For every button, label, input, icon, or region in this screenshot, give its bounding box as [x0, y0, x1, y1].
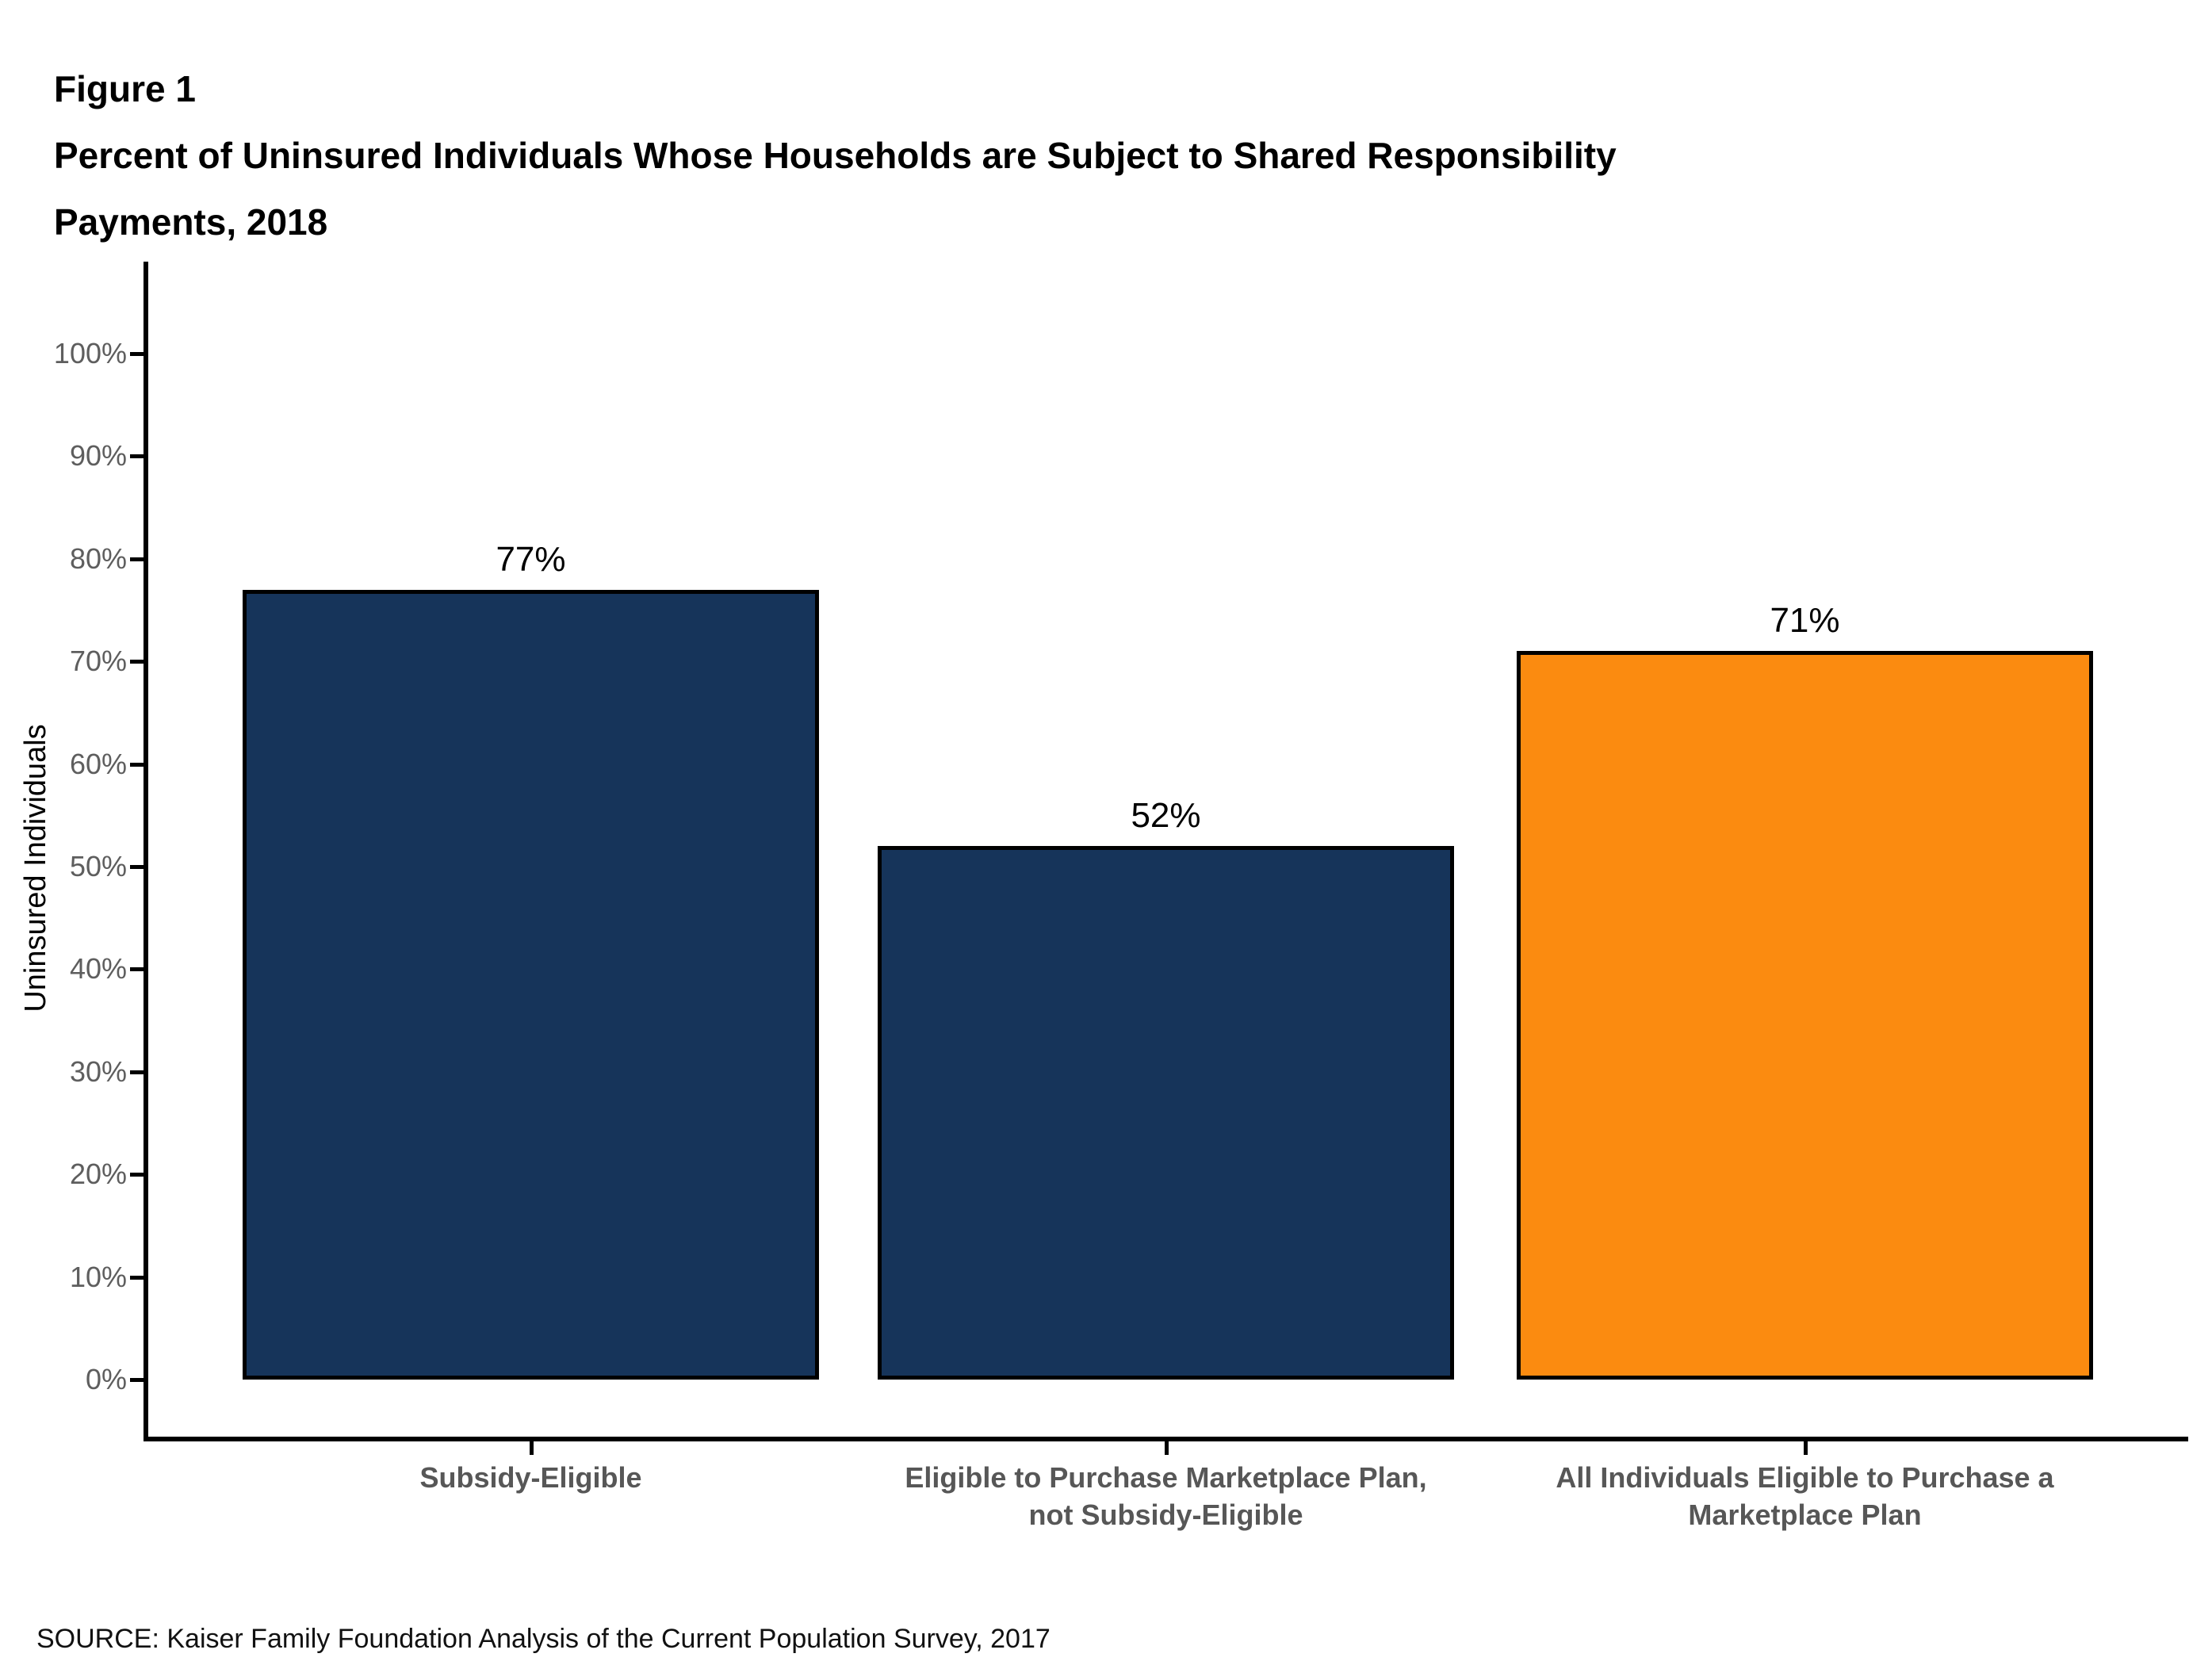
y-tick-mark	[130, 967, 144, 972]
bar-value-label: 77%	[496, 539, 566, 579]
figure-title: Figure 1 Percent of Uninsured Individual…	[54, 56, 1617, 255]
bar-value-label: 52%	[1131, 796, 1201, 836]
y-tick-mark	[130, 557, 144, 561]
y-tick-mark	[130, 762, 144, 767]
y-tick-label: 60%	[69, 747, 127, 780]
y-tick-label: 40%	[69, 952, 127, 986]
y-tick-label: 10%	[69, 1260, 127, 1293]
bar-value-label: 71%	[1770, 601, 1840, 641]
y-tick-mark	[130, 454, 144, 459]
y-tick-label: 90%	[69, 439, 127, 473]
y-tick-mark	[130, 352, 144, 356]
bar	[878, 846, 1454, 1380]
title-line-2: Payments, 2018	[54, 201, 328, 243]
y-tick-mark	[130, 1378, 144, 1382]
y-tick-label: 80%	[69, 542, 127, 575]
x-tick-mark	[1803, 1441, 1808, 1455]
figure-number: Figure 1	[54, 68, 196, 109]
y-tick-label: 50%	[69, 850, 127, 882]
x-category-label: Subsidy-Eligible	[419, 1461, 642, 1494]
x-tick-mark	[1164, 1441, 1169, 1455]
x-category-label: All Individuals Eligible to Purchase a M…	[1556, 1461, 2054, 1531]
bar	[243, 589, 819, 1380]
y-tick-mark	[130, 1275, 144, 1280]
y-tick-mark	[130, 660, 144, 664]
y-axis-line	[144, 262, 148, 1441]
y-tick-mark	[130, 1173, 144, 1177]
y-tick-label: 70%	[69, 645, 127, 678]
y-tick-label: 100%	[53, 337, 127, 369]
y-tick-label: 30%	[69, 1054, 127, 1088]
x-axis-line	[144, 1437, 2188, 1441]
source-note: SOURCE: Kaiser Family Foundation Analysi…	[36, 1624, 1051, 1654]
y-tick-label: 20%	[69, 1158, 127, 1191]
x-tick-mark	[529, 1441, 534, 1455]
bar	[1517, 651, 2093, 1380]
y-tick-mark	[130, 1070, 144, 1074]
title-line-1: Percent of Uninsured Individuals Whose H…	[54, 135, 1617, 176]
y-tick-label: 0%	[85, 1363, 127, 1395]
y-tick-mark	[130, 865, 144, 869]
x-category-label: Eligible to Purchase Marketplace Plan, n…	[905, 1461, 1427, 1531]
